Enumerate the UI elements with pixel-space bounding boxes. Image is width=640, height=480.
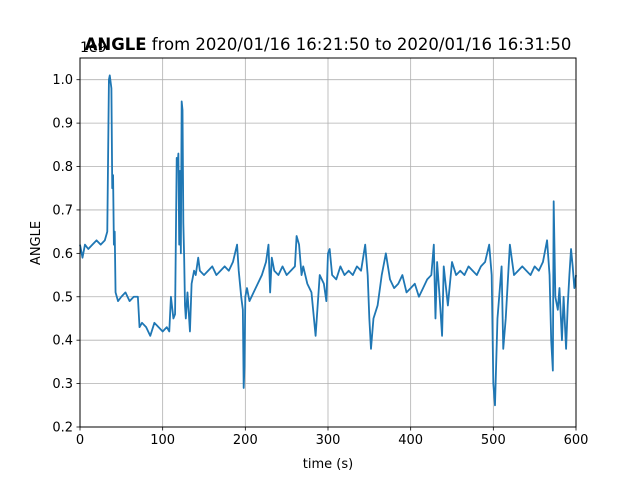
x-tick-label: 200 [233, 433, 258, 448]
series-line-0 [79, 74, 577, 407]
x-tick-label: 600 [564, 433, 589, 448]
y-offset-text: 1e9 [80, 40, 106, 56]
chart-title-variable: ANGLE [85, 35, 147, 54]
chart-title: ANGLE from 2020/01/16 16:21:50 to 2020/0… [85, 35, 572, 54]
plot-area [79, 74, 577, 407]
chart-title-range: from 2020/01/16 16:21:50 to 2020/01/16 1… [147, 35, 572, 54]
x-tick-label: 400 [398, 433, 423, 448]
x-tick-label: 100 [150, 433, 175, 448]
y-axis-label: ANGLE [29, 221, 44, 265]
y-tick-label: 0.6 [52, 247, 73, 262]
x-tick-label: 500 [481, 433, 506, 448]
x-tick-label: 0 [76, 433, 84, 448]
y-tick-label: 0.3 [52, 377, 73, 392]
y-tick-label: 0.2 [52, 421, 73, 436]
y-tick-label: 0.8 [52, 160, 73, 175]
y-axis-ticks: 0.2 0.3 0.4 0.5 0.6 0.7 0.8 0.9 1.0 [52, 73, 80, 436]
y-tick-label: 0.4 [52, 334, 73, 349]
y-tick-label: 0.5 [52, 290, 73, 305]
x-tick-label: 300 [316, 433, 341, 448]
x-axis-ticks: 0 100 200 300 400 500 600 [76, 427, 589, 448]
y-tick-label: 0.9 [52, 117, 73, 132]
y-tick-label: 0.7 [52, 203, 73, 218]
x-axis-label: time (s) [303, 457, 353, 472]
y-tick-label: 1.0 [52, 73, 73, 88]
